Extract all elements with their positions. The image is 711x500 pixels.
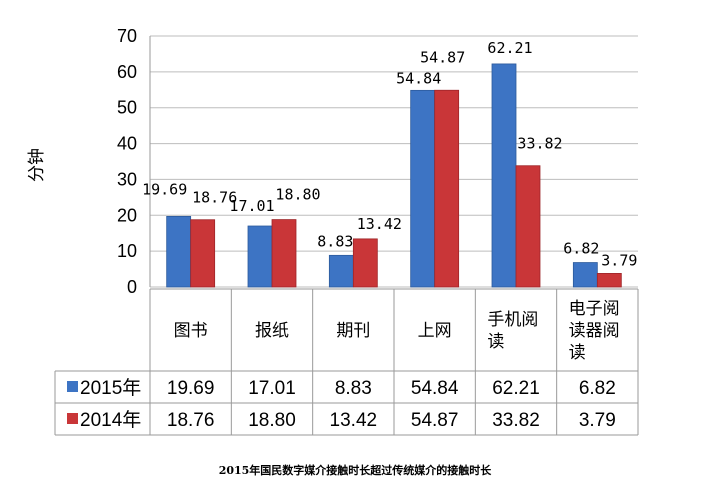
y-axis-label: 分钟 — [27, 148, 47, 182]
y-tick-label: 40 — [117, 134, 137, 154]
table-cell: 13.42 — [330, 410, 378, 431]
bar-series2 — [596, 273, 622, 288]
bar-series1 — [166, 215, 192, 288]
legend-label: 2014年 — [80, 409, 141, 431]
legend-key-series2 — [67, 413, 78, 424]
category-label: 电子阅 — [569, 299, 620, 319]
data-label: 8.83 — [317, 232, 353, 250]
data-label: 13.42 — [357, 215, 402, 233]
table-cell: 8.83 — [335, 378, 372, 399]
category-label: 报纸 — [255, 321, 289, 341]
bar-series1 — [491, 63, 517, 288]
category-label: 读器阅 — [569, 321, 620, 341]
bar-series2 — [190, 219, 216, 288]
bar-series1 — [328, 254, 354, 288]
data-label: 19.69 — [142, 180, 187, 198]
category-label: 期刊 — [336, 321, 370, 341]
table-cell: 33.82 — [492, 410, 540, 431]
table-cell: 6.82 — [579, 378, 616, 399]
y-tick-label: 50 — [117, 98, 137, 118]
table-cell: 54.87 — [411, 410, 459, 431]
table-cell: 17.01 — [248, 378, 296, 399]
y-tick-label: 60 — [117, 62, 137, 82]
bar-series2 — [271, 219, 297, 288]
data-label: 54.84 — [396, 69, 441, 87]
bar-series1 — [247, 225, 273, 288]
data-labels: 19.69 17.01 8.83 54.84 62.21 6.82 18.76 18.80 13… — [142, 39, 637, 269]
y-tick-label: 20 — [117, 205, 137, 225]
grid — [149, 35, 638, 288]
y-ticks: 0 10 20 30 40 50 60 70 — [117, 26, 137, 297]
data-label: 62.21 — [487, 39, 532, 57]
bars — [166, 63, 622, 288]
category-label: 读 — [569, 343, 586, 363]
data-label: 33.82 — [517, 135, 562, 153]
y-tick-label: 30 — [117, 169, 137, 189]
category-label: 手机阅 — [487, 310, 538, 330]
category-label: 上网 — [418, 321, 452, 341]
bar-series1 — [410, 89, 436, 288]
bar-series2 — [352, 238, 378, 288]
bar-series2 — [515, 165, 541, 288]
table-cell: 62.21 — [492, 378, 540, 399]
data-label: 54.87 — [420, 48, 465, 66]
y-tick-label: 10 — [117, 241, 137, 261]
legend-label: 2015年 — [80, 377, 141, 399]
table-cell: 54.84 — [411, 378, 459, 399]
category-label: 图书 — [174, 321, 208, 341]
bar-series1 — [572, 262, 598, 288]
data-label: 18.80 — [275, 186, 320, 204]
data-label: 17.01 — [229, 197, 274, 215]
table-cell: 19.69 — [167, 378, 215, 399]
data-label: 18.76 — [192, 189, 237, 207]
table-cell: 18.76 — [167, 410, 215, 431]
y-tick-label: 0 — [127, 277, 137, 297]
table-cell: 18.80 — [248, 410, 296, 431]
data-label: 6.82 — [563, 240, 599, 258]
chart-title: 2015年国民数字媒介接触时长超过传统媒介的接触时长 — [219, 463, 493, 477]
bar-series2 — [434, 89, 460, 288]
legend-key-series1 — [67, 381, 78, 392]
category-label: 读 — [487, 332, 504, 352]
table-cell: 3.79 — [579, 410, 616, 431]
data-label: 3.79 — [601, 251, 637, 269]
y-tick-label: 70 — [117, 26, 137, 46]
